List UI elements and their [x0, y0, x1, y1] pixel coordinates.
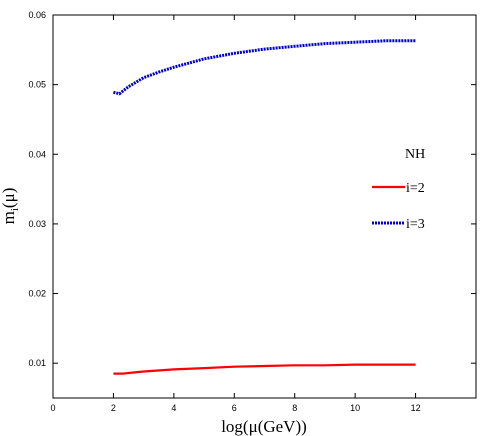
legend-label-i2: i=2	[406, 181, 425, 196]
series-line-i2	[113, 363, 416, 375]
y-tick-label: 0.06	[28, 10, 46, 20]
series-layer	[113, 39, 416, 375]
x-axis-title: log(μ(GeV))	[221, 417, 307, 436]
y-tick-label: 0.01	[28, 358, 46, 368]
y-axis-title-subscript: i	[9, 208, 21, 211]
y-tick-label: 0.04	[28, 149, 46, 159]
plot-frame	[52, 14, 477, 399]
series-line-i3	[113, 39, 416, 96]
y-tick-label: 0.03	[28, 219, 46, 229]
y-axis-title-main: m	[0, 211, 18, 224]
legend: NH i=2 i=3	[372, 147, 425, 232]
x-tick-label: 12	[411, 403, 421, 413]
legend-title: NH	[405, 147, 425, 162]
x-tick-label: 8	[292, 403, 297, 413]
x-tick-label: 4	[171, 403, 176, 413]
x-tick-label: 2	[111, 403, 116, 413]
x-tick-label: 0	[50, 403, 55, 413]
y-tick-label: 0.05	[28, 80, 46, 90]
legend-label-i3: i=3	[406, 217, 425, 232]
y-axis-title: mi(μ)	[0, 188, 21, 225]
x-tick-label: 10	[350, 403, 360, 413]
axis-ticks: 0 2 4 6 8 10 12 0.01 0.02 0.03 0.04 0.05 0.06	[28, 10, 476, 413]
y-axis-title-tail: (μ)	[0, 188, 18, 208]
x-tick-label: 6	[232, 403, 237, 413]
y-tick-label: 0.02	[28, 289, 46, 299]
